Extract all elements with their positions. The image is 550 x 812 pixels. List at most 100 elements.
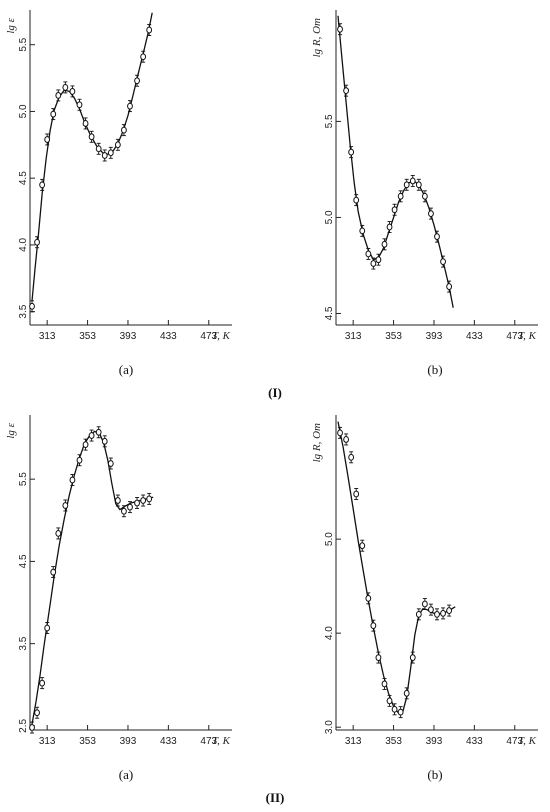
chart-II-b-point-4 xyxy=(359,539,366,552)
chart-I-b-point-5 xyxy=(365,247,372,260)
chart-II-b-fit-curve xyxy=(337,421,456,714)
chart-I-b-point-2 xyxy=(348,146,355,159)
chart-I-b-point-11 xyxy=(397,190,404,203)
chart-I-b-xtick-label-2: 393 xyxy=(426,331,443,342)
chart-II-b-ytick-label-1: 4.0 xyxy=(324,626,335,640)
chart-I-a-xtick-label-4: 473 xyxy=(200,331,217,342)
chart-II-b-point-19 xyxy=(446,604,453,617)
chart-I-a-ytick-label-4: 5.5 xyxy=(18,37,29,51)
chart-II-a-ytick-label-3: 5.5 xyxy=(18,472,29,486)
chart-II-b-point-14 xyxy=(415,608,422,621)
chart-I-b-xtick-label-3: 433 xyxy=(466,331,483,342)
chart-II-a-point-4 xyxy=(50,566,57,579)
chart-II-b-xtick-label-2: 393 xyxy=(426,736,443,747)
chart-II-a-point-0 xyxy=(29,721,35,734)
chart-II-b-point-17 xyxy=(434,608,440,621)
chart-II-a-point-13 xyxy=(107,457,114,470)
chart-I-b-point-7 xyxy=(375,253,382,266)
chart-II-b-point-8 xyxy=(381,677,388,690)
chart-II-a-point-12 xyxy=(101,435,108,448)
chart-II-a-ytick-label-0: 2.5 xyxy=(18,719,29,733)
chart-I-a-point-0 xyxy=(29,300,35,313)
chart-II-a-point-11 xyxy=(95,426,102,439)
chart-II-a-xtick-label-1: 353 xyxy=(79,736,96,747)
chart-I-b-point-15 xyxy=(421,190,428,203)
chart-I-b-point-17 xyxy=(434,230,440,243)
chart-I-b-point-1 xyxy=(343,84,350,97)
chart-II-b-point-9 xyxy=(386,694,393,707)
chart-II-a-panel-caption: (a) xyxy=(119,767,133,782)
chart-I-a-point-3 xyxy=(44,133,51,146)
chart-II-a-point-15 xyxy=(121,505,127,518)
chart-I-a-point-15 xyxy=(121,124,127,137)
chart-I-b-xlabel: T, K xyxy=(518,330,537,342)
chart-II-b-point-13 xyxy=(409,651,416,664)
chart-II-a-point-17 xyxy=(134,497,140,509)
chart-II-a-point-1 xyxy=(34,706,40,719)
chart-II-b-point-11 xyxy=(397,706,404,719)
chart-I-a-xtick-label-0: 313 xyxy=(39,331,56,342)
chart-II-a-point-2 xyxy=(39,677,46,690)
chart-I-a-point-6 xyxy=(62,81,69,94)
chart-II-b-ylabel: lg R, Om xyxy=(311,423,323,462)
chart-I-a-point-19 xyxy=(146,24,153,36)
chart-II-b-xlabel: T, K xyxy=(518,735,537,747)
chart-II-a-point-5 xyxy=(55,527,62,540)
chart-I-a-point-13 xyxy=(107,146,114,159)
chart-I-b-xtick-label-1: 353 xyxy=(385,331,402,342)
chart-II-a-ytick-label-1: 3.5 xyxy=(18,636,29,650)
chart-I-b-point-19 xyxy=(446,280,453,293)
chart-I-b-point-14 xyxy=(415,178,422,191)
chart-II-a-point-3 xyxy=(44,622,51,634)
chart-II-b-point-1 xyxy=(343,433,350,446)
chart-II-b-point-6 xyxy=(370,619,377,632)
chart-I-a-point-16 xyxy=(127,100,133,113)
chart-I-b-point-10 xyxy=(391,203,398,216)
chart-I-b-point-12 xyxy=(403,178,410,191)
chart-II-b-point-12 xyxy=(403,687,410,700)
chart-I-b-ytick-label-2: 5.5 xyxy=(324,114,335,128)
chart-I-b-panel-caption: (b) xyxy=(427,362,442,377)
chart-I-a-point-1 xyxy=(34,236,40,249)
chart-I-b-point-4 xyxy=(359,224,366,237)
chart-II-a-point-19 xyxy=(146,492,153,505)
chart-I-a-point-10 xyxy=(88,130,95,143)
chart-II-a-point-8 xyxy=(76,454,83,467)
chart-II-b-ytick-label-0: 3.0 xyxy=(324,720,335,734)
chart-II-b-xtick-label-3: 433 xyxy=(466,736,483,747)
chart-I-a-point-7 xyxy=(69,85,76,98)
chart-II-b-point-2 xyxy=(348,451,355,464)
chart-I-a-point-14 xyxy=(114,138,121,151)
chart-I-b-point-18 xyxy=(440,255,446,268)
chart-II-a-ytick-label-2: 4.5 xyxy=(18,554,29,568)
chart-II-a-xtick-label-4: 473 xyxy=(200,736,217,747)
chart-I-b-point-16 xyxy=(428,207,434,220)
chart-I-a-xtick-label-2: 393 xyxy=(120,331,137,342)
chart-I-a-point-4 xyxy=(50,108,57,121)
chart-II-b-point-3 xyxy=(353,488,360,500)
chart-I-b-point-6 xyxy=(370,257,377,270)
chart-I-a-ytick-label-1: 4.0 xyxy=(18,238,29,252)
chart-I-b-xtick-label-0: 313 xyxy=(345,331,362,342)
chart-II-b-xtick-label-0: 313 xyxy=(345,736,362,747)
chart-II-b-point-15 xyxy=(421,598,428,610)
chart-II-a-point-16 xyxy=(127,501,133,514)
chart-I-b-fit-curve xyxy=(337,15,454,308)
chart-I-a-point-11 xyxy=(95,142,102,155)
chart-I-a-point-8 xyxy=(76,98,83,111)
chart-II-a-point-14 xyxy=(114,494,121,507)
chart-II-a-point-10 xyxy=(88,429,95,442)
chart-II-a-xtick-label-3: 433 xyxy=(160,736,177,747)
chart-II-b-point-7 xyxy=(375,651,382,664)
chart-II-a-xlabel: T, K xyxy=(212,735,231,747)
chart-I-a-ytick-label-2: 4.5 xyxy=(18,171,29,185)
chart-II-b-point-10 xyxy=(391,703,398,716)
chart-I-b-ytick-label-0: 4.5 xyxy=(324,306,335,320)
chart-I-a-point-18 xyxy=(140,50,147,63)
chart-I-a-point-12 xyxy=(101,149,108,162)
chart-I-a-point-5 xyxy=(55,89,62,102)
chart-II-b-point-18 xyxy=(440,607,446,620)
